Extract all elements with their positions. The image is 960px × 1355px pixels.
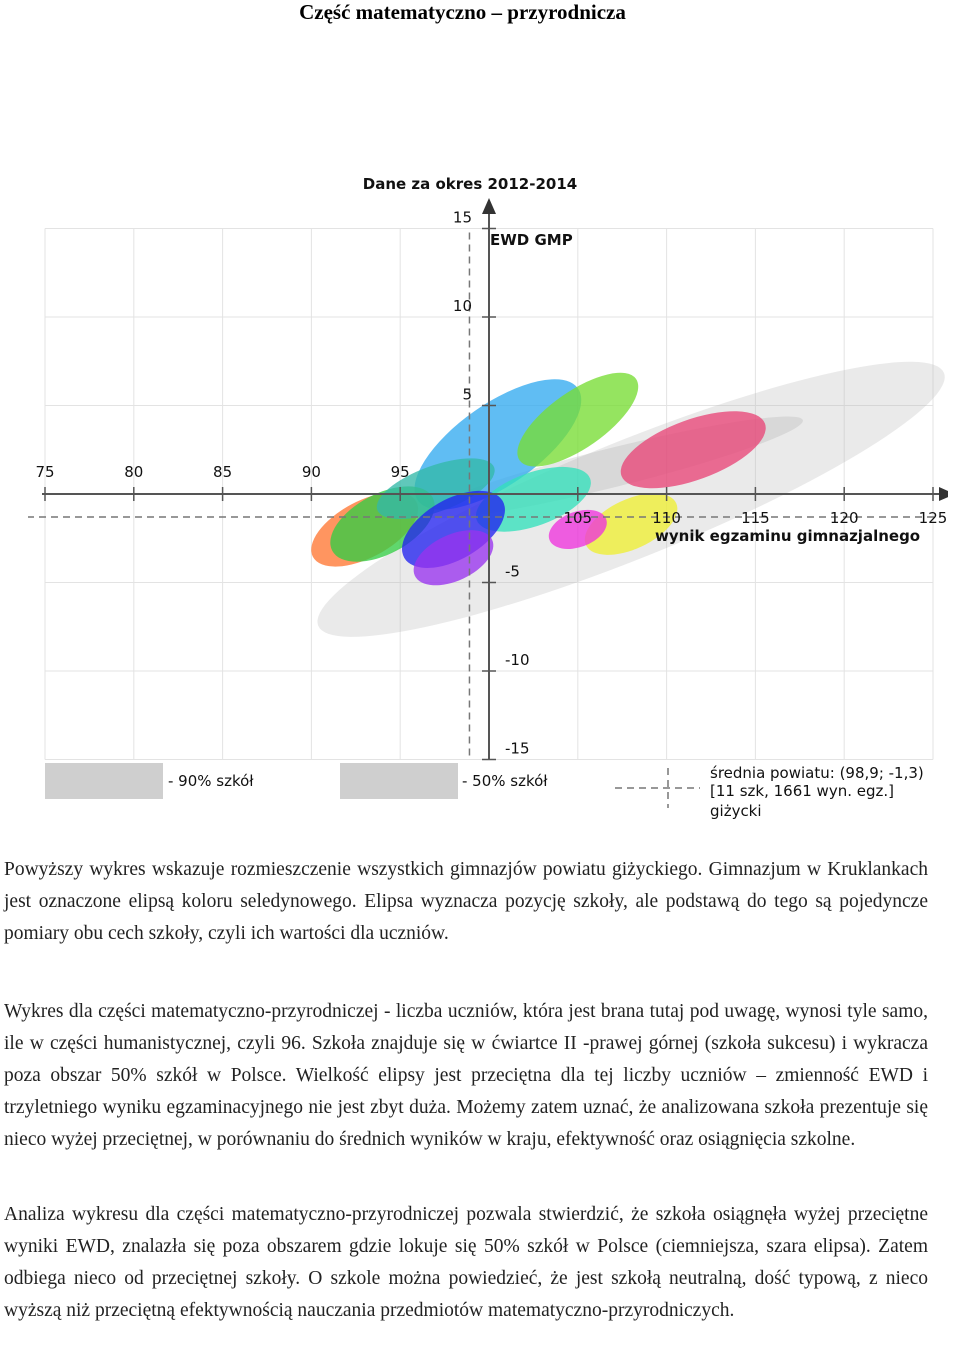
y-axis-arrow (482, 198, 496, 214)
y-tick-label: -10 (505, 651, 530, 669)
y-axis-label: EWD GMP (490, 231, 573, 249)
legend-mean-line2: [11 szk, 1661 wyn. egz.] (710, 782, 894, 800)
chart-title: Dane za okres 2012-2014 (363, 175, 577, 193)
school-ellipses (311, 372, 766, 586)
x-tick-label: 85 (213, 463, 232, 481)
chart-axes (28, 198, 948, 761)
x-tick-label: 120 (830, 509, 859, 527)
legend-90-label: - 90% szkół (168, 772, 254, 790)
x-tick-label: 115 (741, 509, 770, 527)
y-tick-label: 5 (462, 386, 472, 404)
legend-swatch-90 (45, 763, 163, 799)
school-ellipse-6 (376, 458, 495, 520)
legend-mean-line1: średnia powiatu: (98,9; -1,3) (710, 764, 924, 782)
x-axis-label: wynik egzaminu gimnazjalnego (655, 527, 920, 545)
page-title: Część matematyczno – przyrodnicza (299, 0, 626, 24)
y-tick-label: 10 (453, 297, 472, 315)
legend-mean-line3: giżycki (710, 802, 762, 820)
x-tick-label: 105 (563, 509, 592, 527)
x-tick-label: 80 (124, 463, 143, 481)
x-tick-label: 125 (919, 509, 948, 527)
paragraph-1: Powyższy wykres wskazuje rozmieszczenie … (4, 859, 928, 944)
x-tick-label: 95 (391, 463, 410, 481)
x-tick-label: 90 (302, 463, 321, 481)
paragraph-2: Wykres dla części matematyczno-przyrodni… (4, 1001, 928, 1150)
school-ellipse-2 (517, 372, 639, 467)
school-ellipse-10 (584, 493, 678, 555)
y-tick-label: -15 (505, 740, 530, 758)
x-axis-arrow (939, 487, 948, 501)
y-tick-label: 15 (453, 209, 472, 227)
x-tick-label: 110 (652, 509, 681, 527)
legend-swatch-50 (340, 763, 458, 799)
legend-50-label: - 50% szkół (462, 772, 548, 790)
paragraph-3: Analiza wykresu dla części matematyczno-… (4, 1204, 928, 1321)
x-tick-label: 75 (35, 463, 54, 481)
legend: - 90% szkół - 50% szkół średnia powiatu:… (45, 763, 924, 820)
school-ellipse-11 (548, 509, 607, 549)
school-ellipse-9 (413, 530, 494, 586)
y-tick-label: -5 (505, 563, 520, 581)
school-ellipse-3 (620, 411, 766, 489)
school-ellipse-7 (475, 466, 591, 532)
